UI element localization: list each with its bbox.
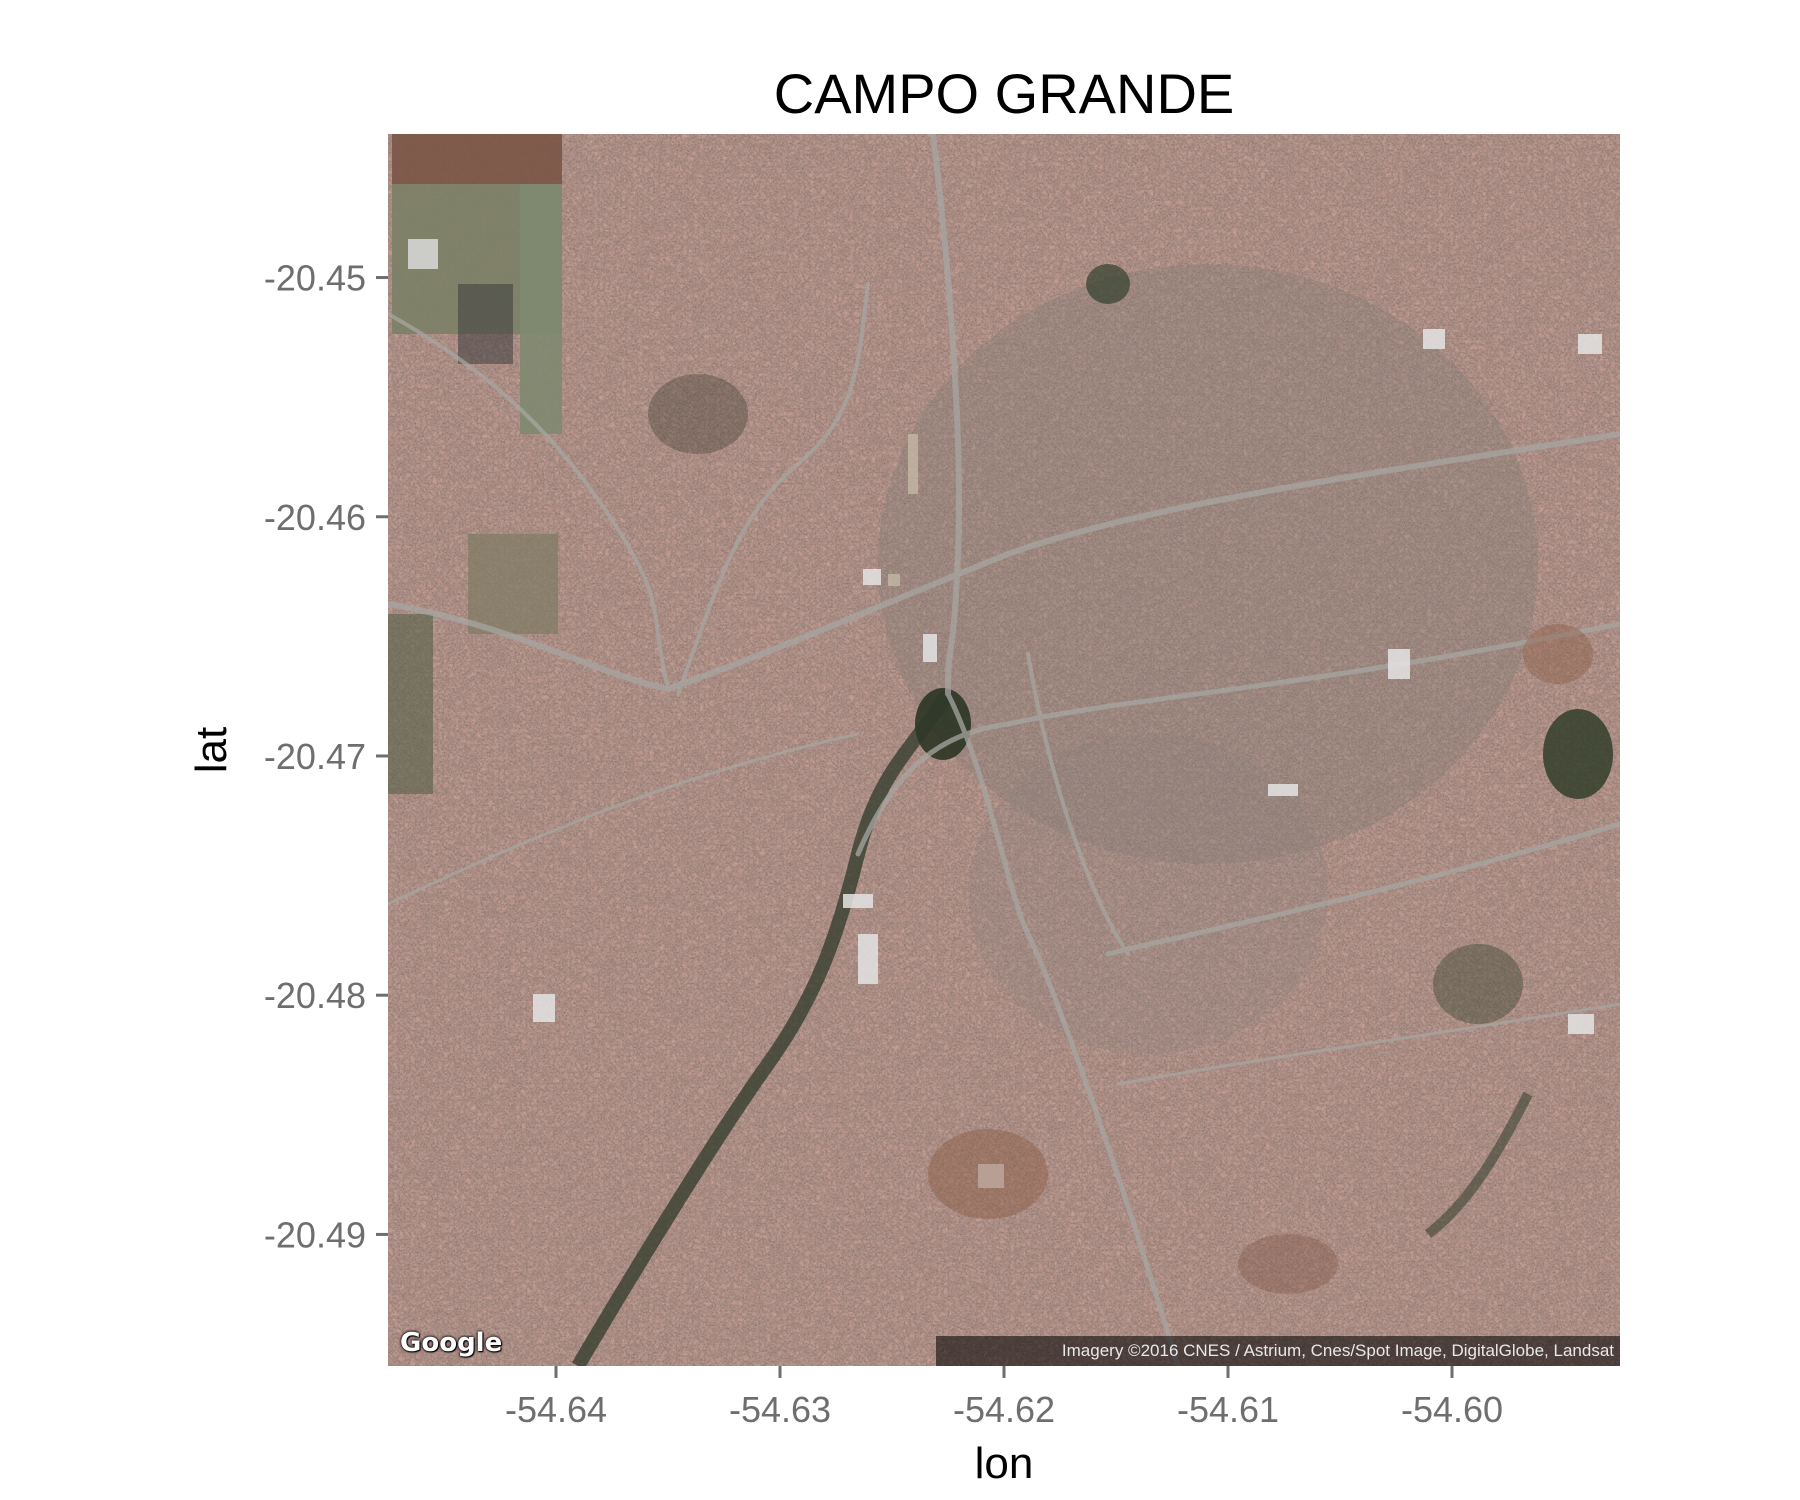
satellite-imagery	[388, 134, 1620, 1366]
satellite-map[interactable]: Google Imagery ©2016 CNES / Astrium, Cne…	[388, 134, 1620, 1366]
y-tick-label: -20.45	[264, 258, 366, 299]
y-tick-label: -20.47	[264, 736, 366, 777]
x-tick-label: -54.61	[1177, 1389, 1279, 1430]
x-tick-label: -54.64	[505, 1389, 607, 1430]
y-tick-label: -20.48	[264, 975, 366, 1016]
y-tick-label: -20.49	[264, 1214, 366, 1255]
y-tick-label: -20.46	[264, 497, 366, 538]
map-attribution: Imagery ©2016 CNES / Astrium, Cnes/Spot …	[936, 1336, 1620, 1366]
google-logo: Google	[400, 1328, 503, 1358]
x-axis-title: lon	[975, 1439, 1034, 1488]
x-axis: -54.64 -54.63 -54.62 -54.61 -54.60	[505, 1366, 1503, 1430]
x-tick-label: -54.62	[953, 1389, 1055, 1430]
y-axis: -20.45 -20.46 -20.47 -20.48 -20.49	[264, 258, 388, 1255]
y-axis-title: lat	[187, 727, 236, 773]
map-title: CAMPO GRANDE	[773, 62, 1235, 125]
x-tick-label: -54.60	[1401, 1389, 1503, 1430]
x-tick-label: -54.63	[729, 1389, 831, 1430]
